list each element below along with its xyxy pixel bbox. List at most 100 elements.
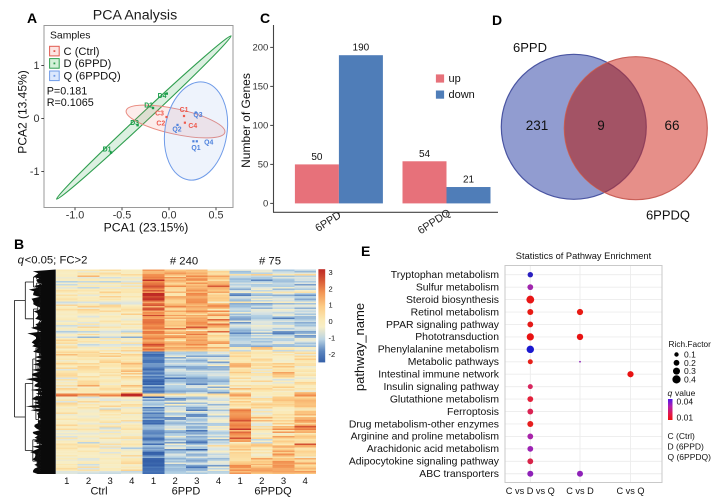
svg-text:P=0.181: P=0.181: [47, 86, 88, 98]
svg-text:down: down: [449, 89, 475, 101]
svg-text:D3: D3: [130, 120, 139, 127]
svg-text:6PPDQ: 6PPDQ: [254, 486, 292, 498]
svg-text:1: 1: [33, 60, 39, 72]
svg-text:Rich.Factor: Rich.Factor: [669, 339, 712, 349]
svg-text:B: B: [14, 236, 24, 252]
svg-text:0.4: 0.4: [684, 374, 696, 384]
svg-text:0.5: 0.5: [208, 210, 223, 222]
svg-text:6PPD: 6PPD: [513, 40, 547, 55]
svg-text:0: 0: [33, 113, 39, 125]
svg-text:2: 2: [173, 476, 178, 487]
svg-text:2: 2: [259, 476, 264, 487]
svg-text:C: C: [260, 10, 270, 26]
svg-text:0.3: 0.3: [684, 366, 696, 376]
svg-text:C1: C1: [180, 107, 189, 114]
svg-text:150: 150: [252, 82, 268, 93]
svg-text:Phenylalanine metabolism: Phenylalanine metabolism: [378, 345, 499, 356]
svg-text:Metabolic pathways: Metabolic pathways: [408, 357, 499, 368]
svg-text:0.0: 0.0: [161, 210, 176, 222]
svg-text:21: 21: [463, 175, 475, 186]
svg-text:1: 1: [238, 476, 243, 487]
svg-text:PCA2 (13.45%): PCA2 (13.45%): [16, 70, 30, 153]
svg-text:Q1: Q1: [191, 145, 200, 152]
svg-text:D (6PPD): D (6PPD): [64, 58, 112, 70]
svg-text:Q (6PPDQ): Q (6PPDQ): [64, 71, 121, 83]
svg-text:A: A: [27, 10, 37, 26]
svg-text:4: 4: [302, 476, 307, 487]
svg-text:100: 100: [252, 121, 268, 132]
svg-text:66: 66: [664, 118, 679, 133]
svg-text:Q3: Q3: [193, 112, 202, 119]
svg-text:<0.05; FC>2: <0.05; FC>2: [25, 255, 88, 267]
svg-text:50: 50: [258, 160, 269, 171]
svg-text:Sulfur metabolism: Sulfur metabolism: [416, 282, 499, 293]
svg-text:0: 0: [263, 199, 268, 210]
svg-text:Samples: Samples: [50, 30, 90, 41]
svg-text:E: E: [361, 243, 370, 259]
svg-text:Arachidonic acid metabolism: Arachidonic acid metabolism: [367, 444, 499, 455]
svg-text:C (Ctrl): C (Ctrl): [64, 46, 100, 58]
svg-text:Tryptophan metabolism: Tryptophan metabolism: [391, 270, 499, 281]
svg-text:Statistics of Pathway Enrichme: Statistics of Pathway Enrichment: [516, 251, 652, 261]
svg-text:C4: C4: [188, 123, 197, 130]
svg-text:0.2: 0.2: [684, 358, 696, 368]
svg-text:54: 54: [419, 149, 431, 160]
svg-text:q: q: [18, 255, 25, 267]
svg-text:-1: -1: [329, 333, 336, 342]
svg-text:2: 2: [329, 284, 333, 293]
svg-text:-2: -2: [329, 350, 336, 359]
svg-text:Ctrl: Ctrl: [90, 486, 107, 498]
svg-text:C vs D vs Q: C vs D vs Q: [506, 486, 555, 496]
svg-text:6PPDQ: 6PPDQ: [646, 208, 690, 223]
svg-text:PCA Analysis: PCA Analysis: [93, 8, 177, 24]
svg-text:1: 1: [329, 301, 333, 310]
svg-text:3: 3: [108, 476, 113, 487]
svg-text:pathway_name: pathway_name: [352, 303, 367, 391]
svg-text:200: 200: [252, 43, 268, 54]
svg-text:ABC transporters: ABC transporters: [419, 469, 499, 480]
svg-text:D1: D1: [103, 146, 112, 153]
svg-text:Steroid biosynthesis: Steroid biosynthesis: [406, 295, 499, 306]
svg-text:0.04: 0.04: [677, 397, 694, 407]
svg-text:190: 190: [353, 43, 370, 54]
svg-text:Phototransduction: Phototransduction: [415, 332, 499, 343]
svg-text:0: 0: [329, 317, 333, 326]
svg-text:C vs D: C vs D: [566, 486, 594, 496]
svg-text:Ferroptosis: Ferroptosis: [447, 407, 499, 418]
svg-text:Q2: Q2: [172, 126, 181, 133]
svg-text:Glutathione metabolism: Glutathione metabolism: [390, 394, 499, 405]
svg-text:4: 4: [129, 476, 134, 487]
svg-text:up: up: [449, 73, 461, 85]
svg-text:D2: D2: [144, 102, 153, 109]
svg-text:1: 1: [64, 476, 69, 487]
svg-text:9: 9: [597, 118, 605, 133]
svg-text:C vs Q: C vs Q: [616, 486, 644, 496]
svg-text:R=0.1065: R=0.1065: [47, 97, 94, 109]
svg-text:Retinol metabolism: Retinol metabolism: [411, 307, 499, 318]
svg-text:3: 3: [281, 476, 286, 487]
svg-text:0.01: 0.01: [677, 413, 694, 423]
svg-text:D4: D4: [158, 93, 167, 100]
svg-text:q: q: [668, 388, 673, 398]
svg-text:231: 231: [526, 118, 549, 133]
svg-text:C (Ctrl): C (Ctrl): [668, 431, 696, 441]
svg-text:Insulin signaling pathway: Insulin signaling pathway: [383, 382, 499, 393]
svg-text:4: 4: [216, 476, 221, 487]
svg-text:0.1: 0.1: [684, 350, 696, 360]
svg-text:C3: C3: [155, 111, 164, 118]
svg-text:Drug metabolism-other enzymes: Drug metabolism-other enzymes: [349, 419, 499, 430]
svg-text:2: 2: [86, 476, 91, 487]
svg-text:value: value: [675, 388, 696, 398]
svg-text:PCA1 (23.15%): PCA1 (23.15%): [104, 221, 189, 235]
svg-text:Adipocytokine signaling pathwa: Adipocytokine signaling pathway: [349, 457, 500, 468]
svg-text:Q4: Q4: [204, 139, 213, 146]
svg-text:6PPD: 6PPD: [172, 486, 201, 498]
svg-text:3: 3: [194, 476, 199, 487]
svg-text:3: 3: [329, 268, 333, 277]
svg-text:1: 1: [151, 476, 156, 487]
svg-text:-0.5: -0.5: [113, 210, 132, 222]
svg-text:Number of Genes: Number of Genes: [239, 73, 253, 168]
svg-text:Arginine and proline metabolis: Arginine and proline metabolism: [351, 432, 499, 443]
svg-text:C2: C2: [156, 121, 165, 128]
svg-text:D (6PPD): D (6PPD): [668, 442, 705, 452]
